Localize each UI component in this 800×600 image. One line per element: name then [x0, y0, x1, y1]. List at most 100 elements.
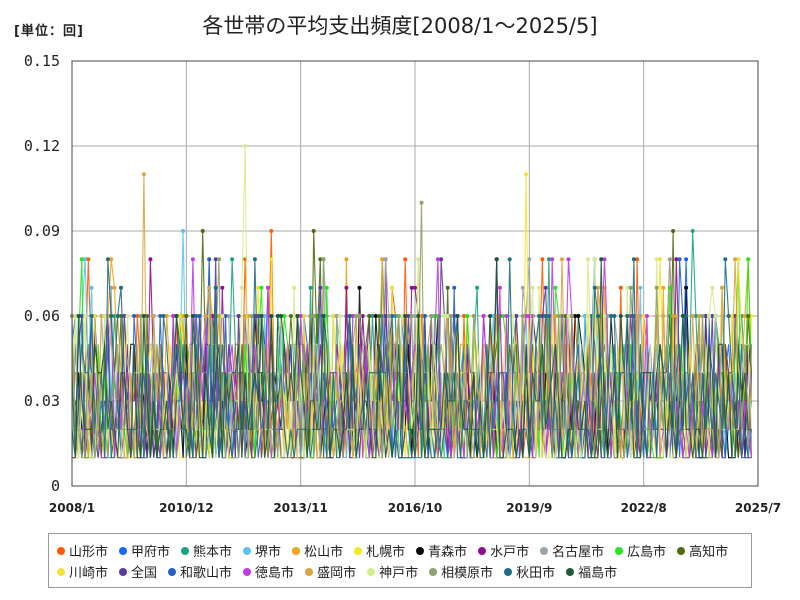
- data-point: [524, 172, 529, 177]
- series-秋田市: [71, 257, 752, 459]
- legend-marker: [566, 567, 575, 576]
- x-tick-label: 2025/7: [735, 501, 781, 515]
- data-point: [334, 314, 339, 318]
- data-point: [360, 314, 365, 318]
- data-point: [546, 314, 551, 318]
- data-point: [262, 314, 267, 318]
- legend-marker: [305, 567, 314, 576]
- data-point: [586, 257, 591, 262]
- data-point: [138, 314, 143, 318]
- y-tick-label: 0.09: [24, 222, 60, 240]
- data-point: [680, 314, 685, 318]
- data-point: [409, 285, 414, 290]
- data-point: [733, 257, 738, 262]
- data-point: [658, 257, 662, 262]
- legend-label: 福島市: [578, 566, 618, 581]
- data-point: [311, 229, 316, 233]
- data-point: [527, 257, 532, 262]
- data-point: [422, 314, 427, 318]
- data-point: [223, 314, 228, 318]
- data-point: [403, 257, 408, 262]
- legend-label: 盛岡市: [317, 566, 357, 581]
- data-point: [720, 285, 725, 290]
- legend-marker: [677, 546, 686, 555]
- data-point: [92, 314, 97, 318]
- data-point: [269, 314, 274, 318]
- legend-item: 松山市: [292, 540, 343, 561]
- data-point: [520, 314, 525, 318]
- data-point: [350, 314, 355, 318]
- data-point: [256, 314, 261, 318]
- data-point: [190, 314, 195, 318]
- x-tick-label: 2016/10: [388, 501, 442, 515]
- data-point: [399, 314, 404, 318]
- data-point: [488, 314, 493, 318]
- data-point: [592, 257, 597, 262]
- data-point: [275, 314, 280, 318]
- data-point: [86, 257, 91, 262]
- data-point: [259, 285, 264, 290]
- data-point: [546, 257, 551, 262]
- data-point: [194, 314, 199, 318]
- data-point: [481, 314, 486, 318]
- data-point: [324, 285, 329, 290]
- legend-marker: [168, 567, 177, 576]
- data-point: [109, 285, 114, 290]
- data-point: [566, 314, 571, 318]
- data-point: [259, 314, 264, 318]
- data-point: [742, 314, 747, 318]
- data-point: [419, 200, 424, 205]
- data-point: [726, 314, 731, 318]
- data-point: [537, 285, 542, 290]
- data-point: [370, 314, 375, 318]
- data-point: [429, 314, 434, 318]
- data-point: [383, 314, 388, 318]
- legend-item: 山形市: [57, 540, 108, 561]
- data-point: [292, 285, 297, 290]
- data-point: [445, 285, 450, 290]
- data-point: [373, 314, 378, 318]
- data-point: [406, 314, 411, 318]
- data-point: [602, 257, 607, 262]
- legend-marker: [429, 567, 438, 576]
- data-point: [190, 257, 195, 262]
- data-point: [566, 257, 571, 262]
- data-point: [377, 314, 382, 318]
- data-point: [710, 285, 715, 290]
- data-point: [220, 314, 225, 318]
- data-point: [540, 314, 545, 318]
- data-point: [151, 314, 156, 318]
- legend-label: 堺市: [255, 545, 282, 560]
- data-point: [582, 314, 587, 318]
- data-point: [115, 314, 120, 318]
- legend-label: 高知市: [689, 545, 729, 560]
- legend-label: 山形市: [69, 545, 109, 560]
- legend-label: 青森市: [428, 545, 468, 560]
- data-point: [337, 314, 342, 318]
- data-point: [684, 285, 689, 290]
- data-point: [625, 285, 630, 290]
- data-point: [413, 314, 417, 318]
- data-point: [210, 314, 215, 318]
- data-point: [465, 314, 470, 318]
- data-point: [161, 314, 166, 318]
- data-point: [158, 314, 163, 318]
- data-point: [471, 314, 476, 318]
- chart-title: 各世帯の平均支出頻度[2008/1～2025/5]: [202, 14, 598, 38]
- data-point: [631, 257, 636, 262]
- legend-item: 札幌市: [354, 540, 405, 561]
- legend-marker: [119, 567, 128, 576]
- data-point: [674, 257, 679, 262]
- data-point: [89, 314, 94, 318]
- data-point: [357, 285, 362, 290]
- data-point: [475, 285, 480, 290]
- data-point: [563, 314, 568, 318]
- unit-label: [単位：回]: [14, 24, 84, 39]
- data-point: [403, 314, 408, 318]
- data-point: [125, 314, 130, 318]
- data-point: [112, 285, 117, 290]
- data-point: [746, 257, 751, 262]
- data-point: [595, 314, 600, 318]
- data-point: [703, 314, 708, 318]
- data-point: [390, 314, 395, 318]
